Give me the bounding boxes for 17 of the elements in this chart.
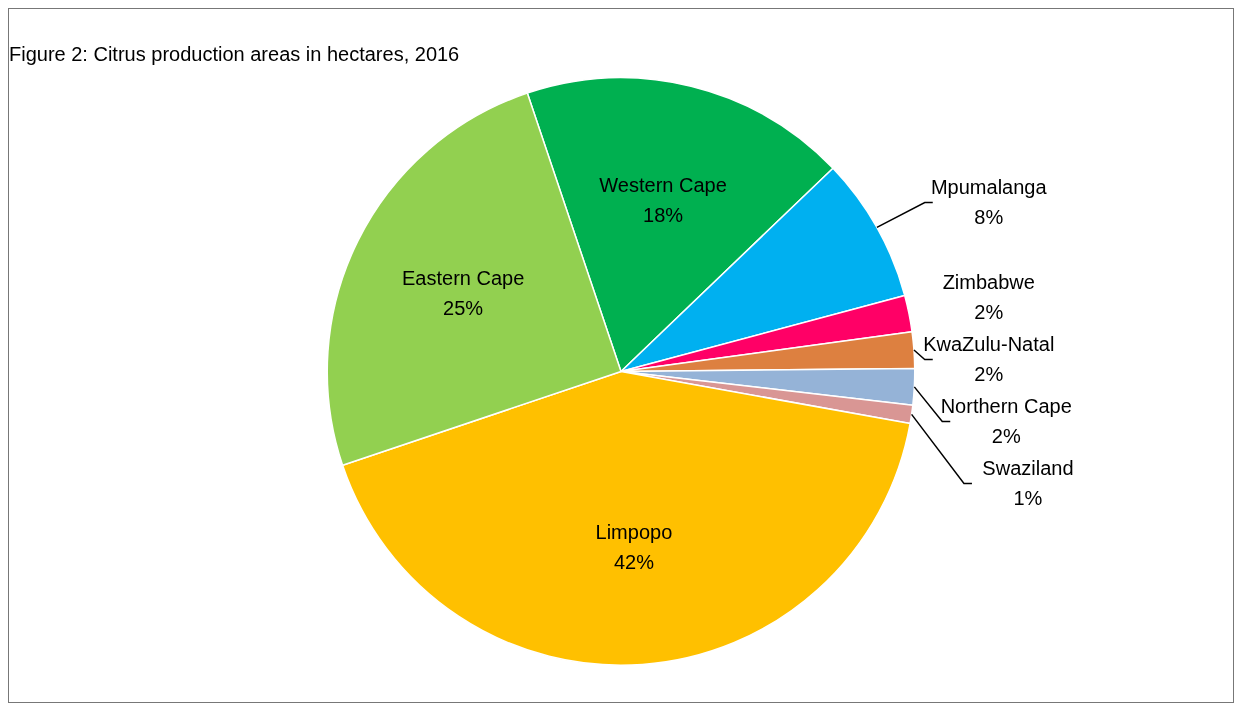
data-label: 1% [1013,487,1043,510]
slice-label: Swaziland [982,457,1074,480]
data-label: 42% [613,550,655,573]
data-label: 2% [991,425,1021,448]
slice-label: Limpopo [595,520,673,543]
slice-label: Eastern Cape [401,266,525,289]
data-label: 25% [443,296,484,319]
data-label: 2% [974,301,1004,324]
slice-label: Northern Cape [940,395,1072,418]
data-label: 2% [974,363,1004,386]
data-label: 8% [974,206,1004,229]
slice-label: KwaZulu-Natal [923,333,1055,356]
slice-label: Western Cape [599,173,727,196]
chart-title: Figure 2: Citrus production areas in hectares, 2016 [9,42,460,65]
data-label: 18% [643,203,684,226]
slice-label: Mpumalanga [930,176,1048,199]
slice-label: Zimbabwe [942,271,1035,294]
